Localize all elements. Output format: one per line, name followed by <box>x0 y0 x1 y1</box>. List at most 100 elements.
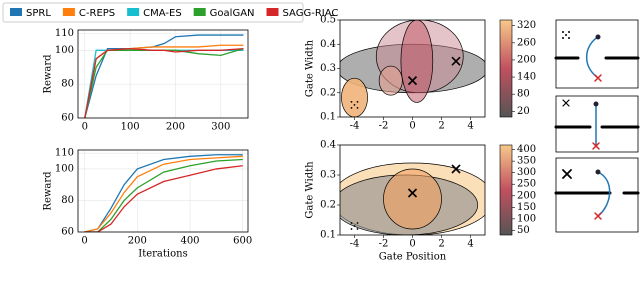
series-line <box>84 44 244 118</box>
x-tick-label: 0 <box>81 236 87 247</box>
x-tick-label: -2 <box>379 121 389 132</box>
target-marker <box>451 56 461 66</box>
y-tick-label: 80 <box>61 195 74 206</box>
legend-swatch <box>10 8 22 16</box>
colorbar <box>499 144 513 236</box>
x-axis-label: Gate Position <box>379 252 447 263</box>
target-marker <box>451 164 461 174</box>
plot-frame <box>339 19 486 118</box>
colorbar-tick-label: 100 <box>517 213 536 224</box>
y-tick-label: 0.5 <box>320 15 336 26</box>
series-line <box>84 158 243 232</box>
marker-cross <box>407 188 418 198</box>
y-tick-label: 100 <box>55 45 74 56</box>
colorbar <box>499 19 513 118</box>
x-tick-label: -2 <box>379 239 389 250</box>
x-tick-label: 2 <box>438 239 444 250</box>
marker-dot <box>356 106 359 109</box>
target-marker <box>407 188 418 198</box>
legend-label: SPRL <box>26 8 51 19</box>
legend-label: GoalGAN <box>210 8 255 19</box>
marker-dot <box>356 228 359 230</box>
y-tick-label: 0.3 <box>320 170 336 181</box>
x-axis-label: Iterations <box>138 249 187 260</box>
marker-dot <box>350 228 353 230</box>
series-line <box>84 165 243 232</box>
y-tick-label: 80 <box>61 79 74 90</box>
y-axis-label: Gate Width <box>305 39 316 97</box>
legend-swatch <box>193 8 206 16</box>
y-tick-label: 0.1 <box>320 112 336 123</box>
legend-label: C-REPS <box>79 8 115 19</box>
marker-dot <box>350 100 353 103</box>
x-tick-label: 400 <box>180 236 199 247</box>
marker-cross <box>451 56 461 66</box>
marker-dot <box>356 100 359 103</box>
colorbar-tick-label: 140 <box>517 72 536 83</box>
target-marker <box>350 100 359 109</box>
colorbar-tick-label: 200 <box>517 190 536 201</box>
distribution-ellipse <box>341 77 368 117</box>
distribution-ellipse <box>378 65 403 96</box>
legend-swatch <box>127 8 140 16</box>
x-tick-label: 0 <box>409 121 415 132</box>
colorbar-tick-label: 80 <box>517 89 530 100</box>
colorbar-tick-label: 300 <box>517 167 536 178</box>
x-tick-label: 300 <box>211 122 230 133</box>
legend-label: CMA-ES <box>143 8 182 19</box>
marker-dot <box>350 106 353 109</box>
y-axis-label: Reward <box>43 54 54 94</box>
gate-diagrams <box>554 19 640 233</box>
legend-swatch <box>266 8 279 16</box>
y-tick-label: 110 <box>55 28 74 39</box>
series-line <box>84 47 244 118</box>
y-tick-label: 0.1 <box>320 230 336 241</box>
plot-frame <box>77 29 249 119</box>
y-tick-label: 0.3 <box>320 63 336 74</box>
marker-dot <box>350 222 353 224</box>
x-tick-label: 2 <box>438 121 444 132</box>
series-line <box>84 34 244 118</box>
x-tick-label: 200 <box>166 122 185 133</box>
legend-label: SAGG-RIAC <box>283 8 339 19</box>
marker-dot <box>353 103 356 106</box>
colorbar-tick-label: 260 <box>517 37 536 48</box>
y-tick-label: 60 <box>61 227 74 238</box>
legend <box>2 2 304 23</box>
distribution-ellipse <box>383 168 442 230</box>
series-line <box>84 155 243 232</box>
y-tick-label: 60 <box>61 113 74 124</box>
y-tick-label: 0.2 <box>320 87 336 98</box>
colorbar-tick-label: 320 <box>517 20 536 31</box>
marker-dot <box>356 222 359 224</box>
x-tick-label: 100 <box>121 122 140 133</box>
y-tick-label: 0.4 <box>320 39 336 50</box>
colorbar-tick-label: 250 <box>517 179 536 190</box>
plot-frame <box>77 149 249 233</box>
y-tick-label: 110 <box>55 148 74 159</box>
plot-frame <box>339 144 486 236</box>
colorbar-tick-label: 200 <box>517 54 536 65</box>
x-tick-label: 600 <box>233 236 252 247</box>
series-line <box>84 154 243 232</box>
distribution-ellipse <box>400 20 434 103</box>
colorbar-tick-label: 350 <box>517 156 536 167</box>
marker-dot <box>353 225 356 227</box>
x-tick-label: 0 <box>82 122 88 133</box>
colorbar-tick-label: 20 <box>517 106 530 117</box>
y-tick-label: 100 <box>55 163 74 174</box>
colorbar-tick-label: 400 <box>517 144 536 155</box>
marker-cross <box>451 164 461 174</box>
y-axis-label: Gate Width <box>305 161 316 219</box>
x-tick-label: 0 <box>409 239 415 250</box>
x-tick-label: -4 <box>350 239 360 250</box>
legend-swatch <box>62 8 75 16</box>
x-tick-label: -4 <box>350 121 360 132</box>
y-axis-label: Reward <box>43 171 54 211</box>
x-tick-label: 4 <box>467 121 473 132</box>
x-tick-label: 200 <box>128 236 147 247</box>
colorbar-tick-label: 50 <box>517 225 530 236</box>
x-tick-label: 4 <box>467 239 473 250</box>
target-marker <box>407 76 418 86</box>
